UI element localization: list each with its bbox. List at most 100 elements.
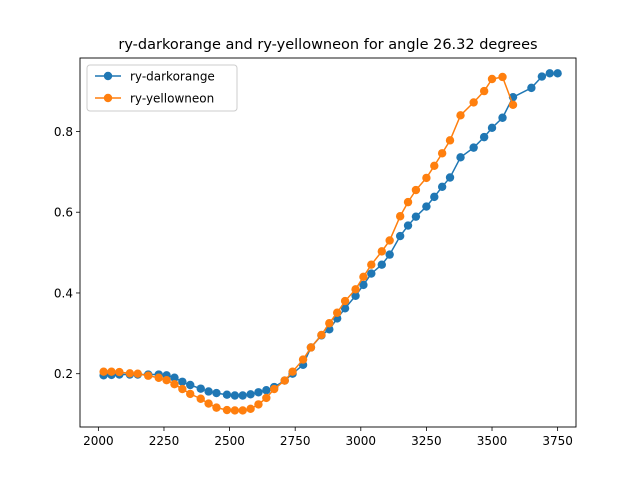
data-point-ry-yellowneon [422, 173, 431, 183]
data-point-ry-yellowneon [238, 406, 247, 415]
data-point-ry-yellowneon [254, 400, 263, 409]
data-point-ry-yellowneon [403, 197, 413, 207]
y-tick-label: 0.4 [54, 286, 73, 300]
y-tick-label: 0.8 [54, 125, 73, 139]
data-point-ry-yellowneon [99, 367, 108, 376]
data-point-ry-yellowneon [351, 285, 360, 294]
data-point-ry-darkorange [230, 391, 240, 400]
data-point-ry-darkorange [238, 391, 247, 400]
data-point-ry-darkorange [395, 231, 405, 241]
data-point-ry-darkorange [430, 192, 439, 202]
data-point-ry-darkorange [445, 173, 455, 182]
data-point-ry-darkorange [456, 153, 465, 162]
data-point-ry-darkorange [527, 83, 536, 93]
data-point-ry-yellowneon [498, 72, 507, 82]
data-point-ry-yellowneon [332, 308, 342, 317]
data-point-ry-darkorange [178, 377, 187, 386]
data-point-ry-yellowneon [469, 98, 478, 107]
data-point-ry-darkorange [254, 388, 263, 397]
data-point-ry-darkorange [246, 390, 255, 399]
y-axis: 0.2 0.4 0.6 0.8 [54, 125, 80, 381]
legend: ry-darkorange ry-yellowneon [86, 64, 238, 112]
legend-marker [103, 93, 113, 103]
x-tick-label: 3000 [346, 434, 377, 448]
data-point-ry-darkorange [469, 143, 478, 152]
data-point-ry-yellowneon [144, 371, 153, 380]
data-point-ry-yellowneon [107, 367, 116, 376]
data-point-ry-darkorange [498, 113, 507, 122]
data-point-ry-yellowneon [222, 405, 232, 415]
data-point-ry-darkorange [403, 221, 413, 230]
data-point-ry-yellowneon [395, 212, 405, 221]
legend-item-ry-yellowneon: ry-yellowneon [95, 91, 214, 105]
legend-item-ry-darkorange: ry-darkorange [95, 69, 215, 83]
series-ry-yellowneon [99, 72, 518, 415]
data-point-ry-darkorange [411, 212, 421, 221]
data-point-ry-yellowneon [196, 394, 205, 403]
data-point-ry-darkorange [385, 250, 394, 259]
data-point-ry-yellowneon [340, 296, 350, 306]
x-tick-label: 2500 [214, 434, 245, 448]
x-tick-label: 2000 [83, 434, 114, 448]
data-point-ry-darkorange [377, 260, 386, 269]
data-point-ry-darkorange [212, 388, 221, 398]
data-point-ry-darkorange [367, 269, 376, 278]
data-point-ry-darkorange [262, 386, 271, 395]
data-point-ry-yellowneon [288, 367, 297, 376]
data-point-ry-darkorange [422, 202, 431, 211]
data-point-ry-darkorange [537, 72, 547, 81]
legend-label: ry-yellowneon [130, 91, 214, 105]
data-point-ry-yellowneon [133, 369, 142, 378]
data-point-ry-yellowneon [186, 389, 195, 399]
data-point-ry-yellowneon [170, 380, 179, 389]
data-point-ry-yellowneon [280, 376, 289, 385]
data-point-ry-darkorange [186, 380, 195, 390]
data-point-ry-darkorange [170, 373, 179, 382]
data-point-ry-yellowneon [246, 404, 255, 414]
data-point-ry-yellowneon [325, 319, 334, 328]
data-point-ry-yellowneon [162, 375, 171, 385]
data-point-ry-yellowneon [411, 185, 421, 195]
x-tick-label: 3750 [542, 434, 573, 448]
data-point-ry-darkorange [545, 69, 554, 78]
x-tick-label: 2250 [149, 434, 180, 448]
data-point-ry-yellowneon [230, 406, 240, 415]
data-point-ry-yellowneon [212, 403, 221, 412]
data-point-ry-yellowneon [270, 384, 279, 394]
x-axis: 2000 2250 2500 2750 3000 3250 3500 3750 [83, 427, 573, 448]
chart-title: ry-darkorange and ry-yellowneon for angl… [118, 37, 537, 53]
data-point-ry-darkorange [487, 123, 497, 133]
x-tick-label: 3250 [411, 434, 442, 448]
data-point-ry-yellowneon [508, 100, 518, 110]
data-point-ry-yellowneon [377, 247, 386, 256]
plot-area [99, 69, 562, 415]
data-point-ry-yellowneon [385, 236, 394, 245]
y-tick-label: 0.6 [54, 206, 73, 220]
data-point-ry-yellowneon [262, 393, 271, 403]
data-point-ry-yellowneon [298, 355, 308, 364]
legend-label: ry-darkorange [130, 69, 215, 83]
y-tick-label: 0.2 [54, 367, 73, 381]
data-point-ry-darkorange [222, 390, 232, 399]
data-point-ry-yellowneon [115, 367, 124, 377]
data-point-ry-yellowneon [445, 136, 455, 145]
data-point-ry-yellowneon [125, 369, 135, 378]
data-point-ry-yellowneon [306, 343, 316, 352]
series-line-ry-darkorange [103, 72, 558, 397]
legend-box [86, 64, 238, 112]
axes-frame [79, 57, 577, 428]
data-point-ry-darkorange [479, 132, 489, 142]
series-ry-darkorange [99, 69, 562, 400]
data-point-ry-darkorange [359, 280, 368, 290]
data-point-ry-darkorange [204, 387, 213, 396]
x-tick-label: 2750 [280, 434, 311, 448]
x-tick-label: 3500 [477, 434, 508, 448]
data-point-ry-yellowneon [154, 373, 163, 382]
data-point-ry-darkorange [340, 304, 350, 313]
data-point-ry-darkorange [553, 69, 562, 78]
data-point-ry-yellowneon [437, 149, 447, 158]
legend-marker [103, 71, 113, 81]
data-point-ry-yellowneon [178, 384, 187, 394]
series-line-ry-yellowneon [103, 76, 514, 412]
data-point-ry-yellowneon [204, 399, 213, 408]
